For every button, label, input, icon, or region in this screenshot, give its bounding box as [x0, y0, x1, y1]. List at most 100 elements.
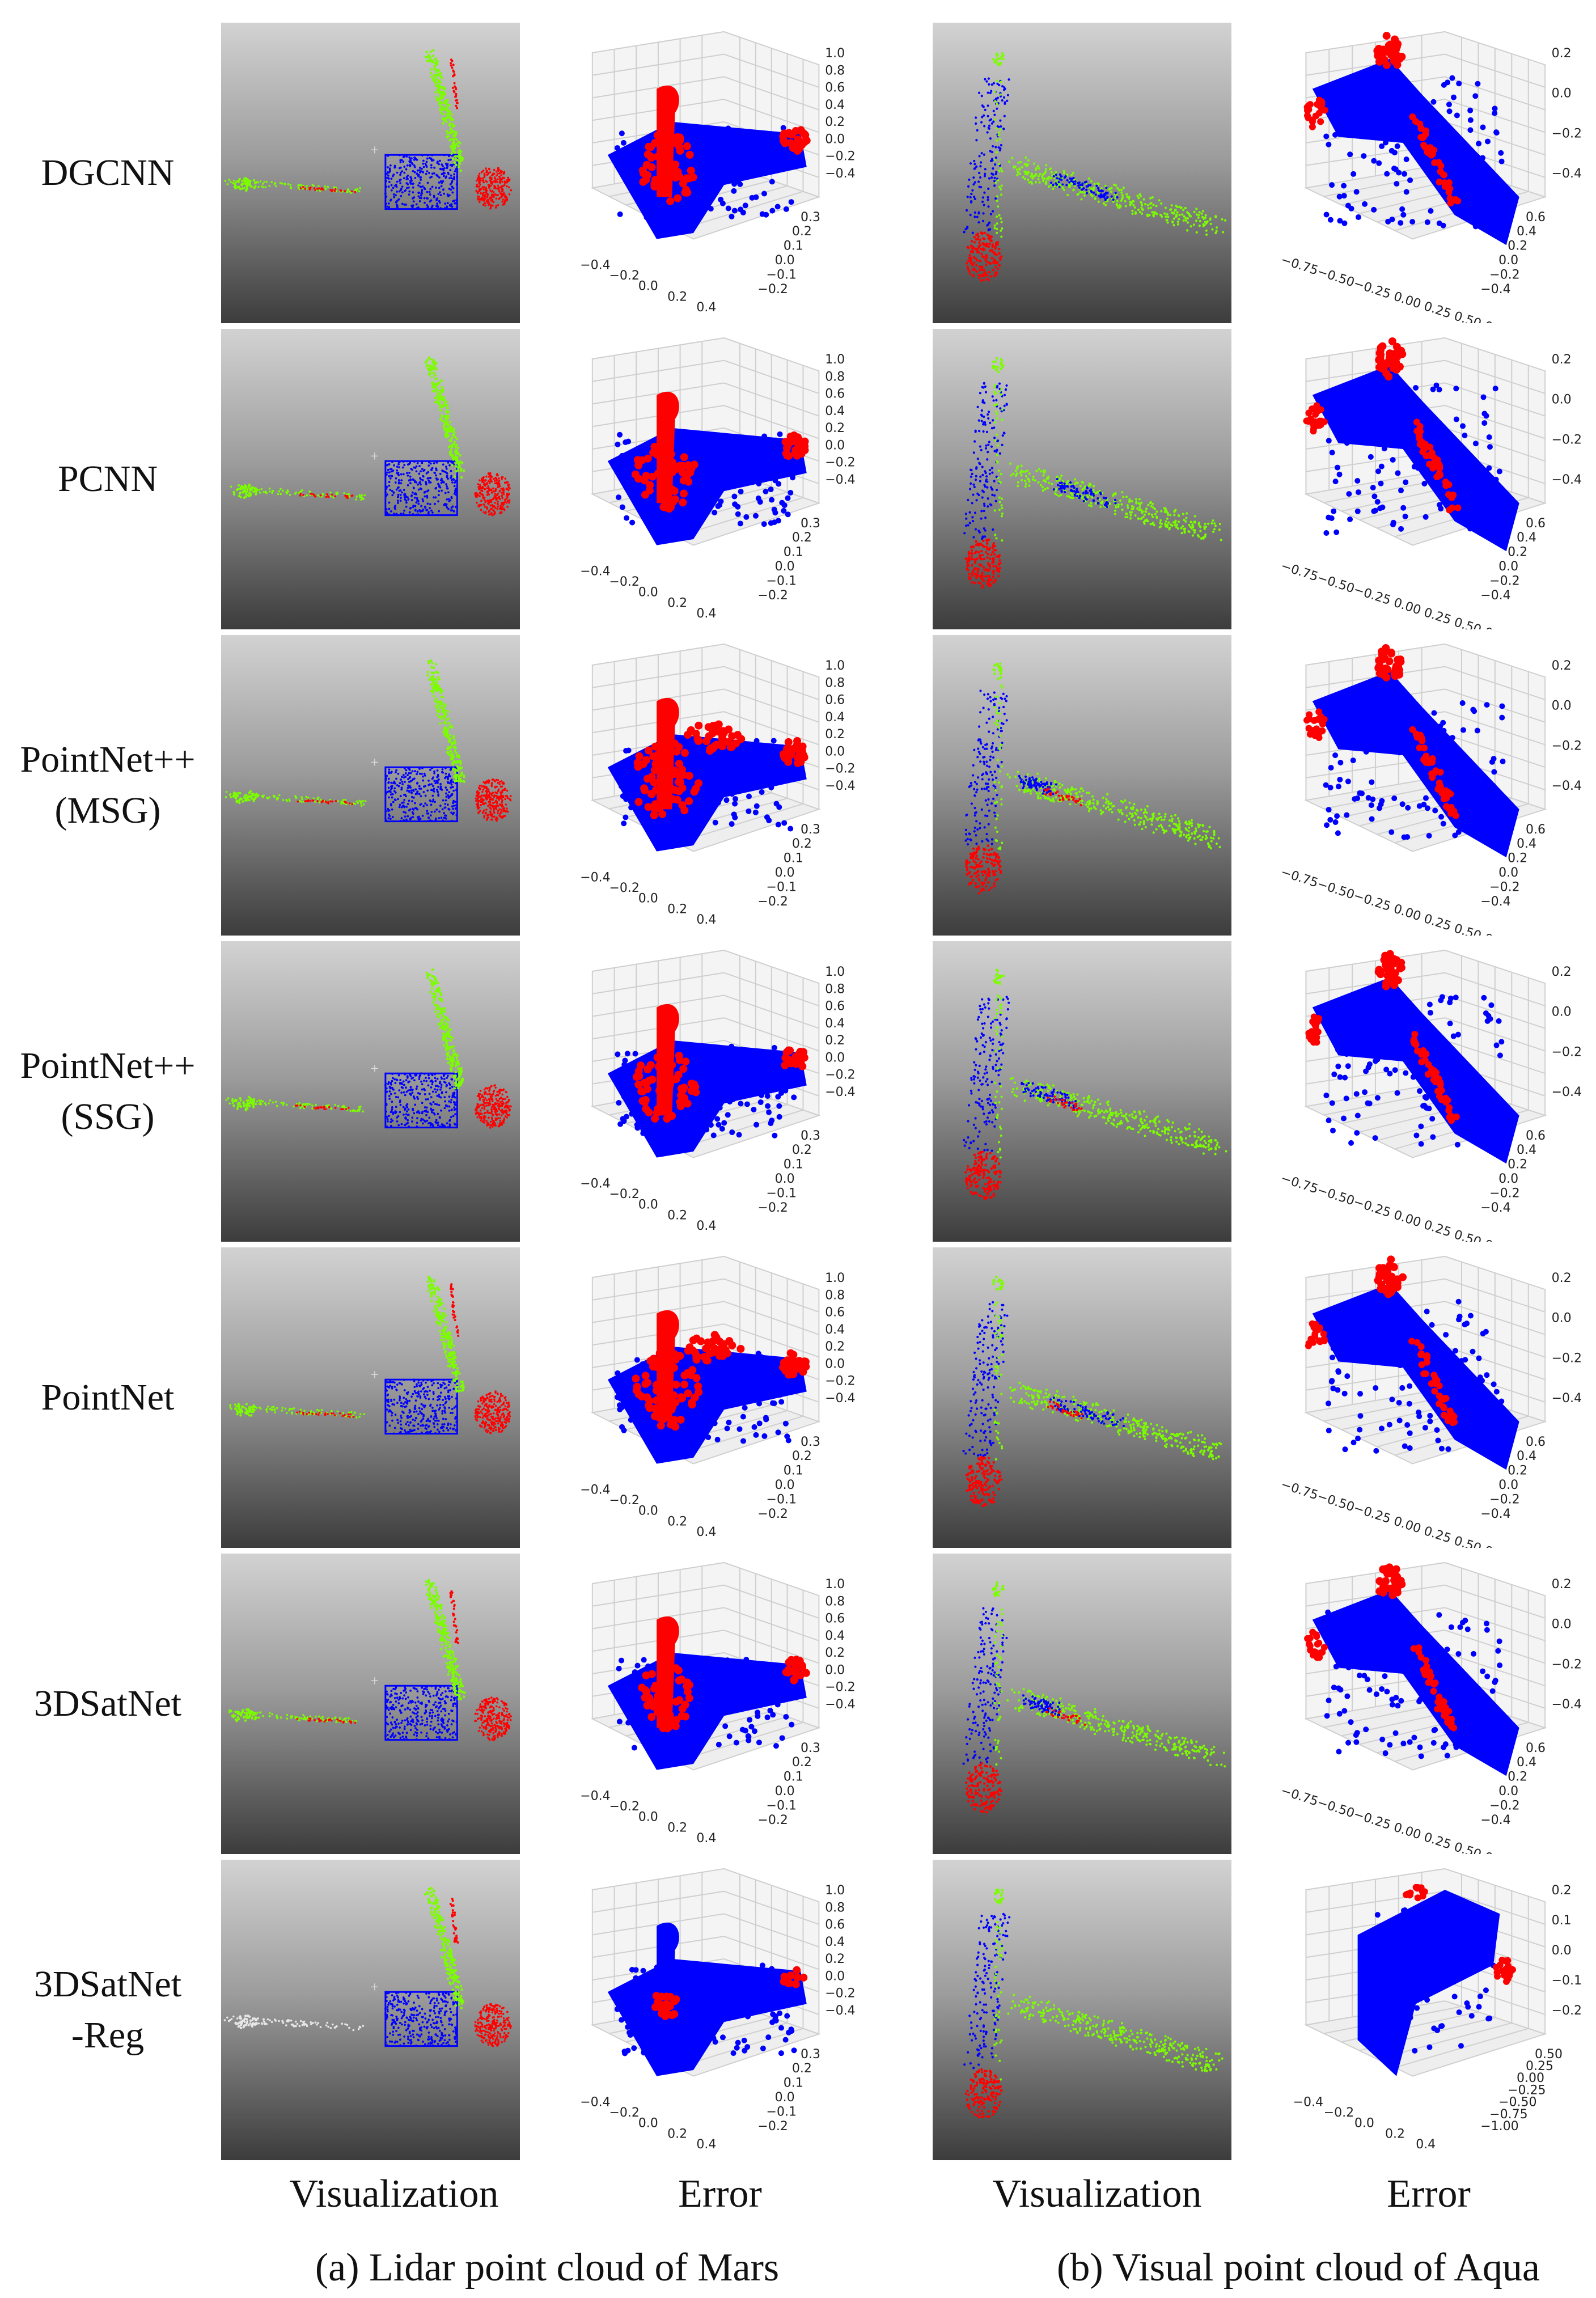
y-tick-label: −0.4	[1480, 1201, 1510, 1215]
z-tick-label: −0.2	[825, 762, 855, 776]
y-tick-label: −0.1	[767, 1799, 797, 1813]
point-cloud-plot: 0.20.0−0.2−0.4−0.75−0.50−0.25 0.00 0.25 …	[1279, 1561, 1582, 1854]
z-tick-label: −0.4	[825, 779, 855, 793]
y-tick-label: −0.1	[767, 574, 797, 589]
mars-error-panel-3: 1.0 0.8 0.6 0.4 0.2 0.0 −0.2 −0.4 −0.4 −0.2 0.0 0.2…	[556, 941, 862, 1242]
y-tick-label: −0.2	[1489, 1187, 1519, 1201]
x-tick-label: −0.2	[609, 1187, 640, 1201]
arm-correct-points	[1052, 477, 1117, 509]
z-tick-label: 0.8	[825, 1901, 845, 1915]
bottom-error-points	[964, 2068, 1003, 2119]
error-points	[638, 131, 697, 205]
z-tick-label: −0.1	[1552, 1974, 1582, 1988]
error-stripe-points	[1408, 1338, 1458, 1427]
x-tick-label: 0.0	[638, 1810, 658, 1825]
aqua-error-panel-4: 0.2 0.0 −0.2 −0.4 −0.75−0.50−0.25 0.00 0.25 …	[1267, 1247, 1590, 1548]
y-tick-label: −0.2	[757, 2119, 788, 2134]
z-tick-label: −0.2	[1552, 126, 1582, 141]
z-tick-label: 0.6	[825, 1612, 845, 1626]
mars-error-panel-4: 1.0 0.8 0.6 0.4 0.2 0.0 −0.2 −0.4 −0.4 −0.2 0.0 0.2…	[556, 1247, 862, 1548]
method-label-line1: 3DSatNet	[33, 1683, 182, 1724]
error-left-points	[1303, 96, 1328, 130]
error-top-points	[1374, 644, 1405, 682]
y-tick-label: 0.50	[1535, 2047, 1563, 2062]
z-tick-label: 1.0	[825, 46, 845, 61]
mars-visualization-panel-0: +	[221, 23, 520, 323]
y-tick-label: 0.2	[792, 531, 812, 545]
point-cloud-plot	[962, 1276, 1222, 1508]
y-tick-label: 0.2	[792, 1143, 812, 1157]
z-tick-label: 0.8	[825, 64, 845, 78]
crosshair-icon: +	[371, 142, 379, 158]
z-tick-label: 0.6	[825, 1000, 845, 1014]
x-tick-label: −0.2	[609, 2106, 640, 2120]
x-tick-label: −0.4	[580, 2096, 610, 2110]
z-tick-label: 1.0	[825, 965, 845, 979]
error-points	[638, 1664, 693, 1733]
method-label-line1: PointNet	[41, 1377, 175, 1418]
caption-b: (b) Visual point cloud of Aqua	[1057, 2246, 1540, 2289]
bottom-error-points	[966, 231, 1003, 282]
aqua-error-panel-3: 0.2 0.0 −0.2 −0.4 −0.75−0.50−0.25 0.00 0.25 …	[1267, 941, 1590, 1242]
mars-visualization-panel-4: +	[221, 1247, 520, 1548]
error-left-points	[1305, 1013, 1323, 1046]
solar-panel-points	[424, 1886, 465, 2009]
x-tick-label: −0.2	[609, 1493, 640, 1508]
cube-points	[384, 1685, 458, 1741]
z-tick-label: 0.0	[825, 1969, 845, 1983]
x-tick-label: −0.2	[609, 881, 640, 895]
method-label-line1: PointNet++	[20, 739, 196, 780]
x-tick-label: 0.0	[638, 1198, 658, 1212]
z-tick-label: 0.8	[825, 982, 845, 996]
aqua-visualization-panel-6	[933, 1860, 1231, 2160]
left-cluster-points	[232, 790, 258, 805]
y-tick-label: −1.00	[1480, 2119, 1518, 2134]
z-tick-label: 0.8	[825, 676, 845, 690]
y-tick-label: 0.3	[801, 1435, 820, 1449]
error-points	[651, 1992, 680, 2020]
left-stream-points	[223, 2015, 365, 2032]
cube-points	[384, 1072, 458, 1129]
sphere-points	[474, 1390, 511, 1434]
y-tick-label: −0.2	[1489, 1799, 1519, 1813]
method-label-line2: (MSG)	[54, 790, 161, 831]
point-cloud-plot	[963, 52, 1227, 282]
x-tick-label: 0.2	[667, 290, 687, 304]
x-tick-label: −0.4	[580, 1177, 610, 1191]
left-stream-points	[229, 1403, 365, 1419]
y-tick-label: 0.2	[792, 225, 812, 239]
z-tick-label: 0.4	[825, 710, 845, 725]
y-tick-label: 0.3	[801, 823, 820, 837]
error-top-points	[1375, 1563, 1406, 1599]
error-left-points	[1303, 708, 1328, 741]
y-tick-label: −0.1	[767, 881, 797, 895]
z-tick-label: −0.2	[1552, 1351, 1582, 1365]
sphere-points	[474, 472, 511, 517]
bottom-error-points	[964, 1150, 1002, 1200]
correct-points	[1323, 75, 1505, 230]
point-cloud-plot: +	[225, 968, 512, 1129]
y-tick-label: −0.50	[1498, 2096, 1536, 2110]
z-tick-label: −0.2	[825, 150, 855, 164]
point-cloud-plot	[963, 357, 1222, 589]
bus-edge-points	[993, 684, 1004, 850]
y-tick-label: 0.3	[801, 1129, 820, 1143]
y-tick-label: 0.3	[801, 210, 820, 225]
y-tick-label: 0.6	[1526, 1129, 1546, 1143]
x-tick-label: −0.4	[580, 871, 610, 885]
y-tick-label: −0.4	[1480, 589, 1510, 603]
z-tick-label: −0.4	[1552, 167, 1582, 181]
y-tick-label: 0.0	[1498, 866, 1518, 880]
z-tick-label: −0.4	[1552, 473, 1582, 487]
point-cloud-plot: 0.20.0−0.2−0.4−0.75−0.50−0.25 0.00 0.25 …	[1279, 643, 1582, 936]
panel-error-points	[450, 58, 459, 109]
z-tick-label: −0.2	[825, 1987, 855, 2001]
method-label-line1: PCNN	[57, 458, 158, 500]
aqua-error-panel-2: 0.2 0.0 −0.2 −0.4 −0.75−0.50−0.25 0.00 0.25 …	[1267, 635, 1590, 936]
correct-points	[1362, 1903, 1496, 2054]
y-tick-label: 0.1	[784, 545, 803, 560]
point-cloud-plot: +	[223, 1886, 512, 2047]
z-tick-label: 0.0	[1552, 1944, 1572, 1958]
x-tick-label: −0.2	[609, 575, 640, 589]
bottom-error-points	[964, 538, 1002, 589]
